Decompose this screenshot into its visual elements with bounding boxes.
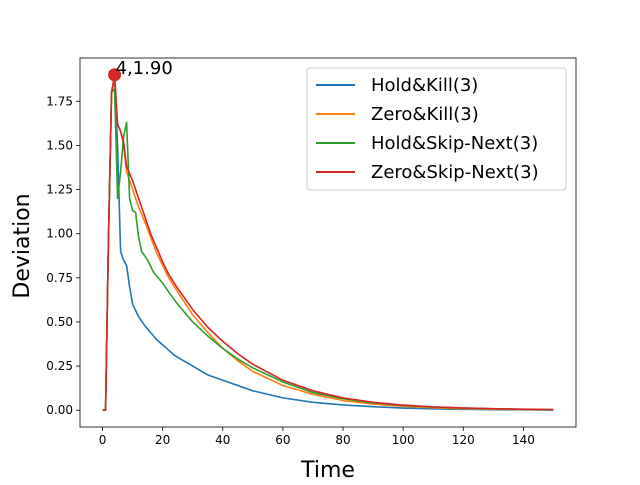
annotation-label: 4,1.90 — [116, 58, 173, 79]
legend: Hold&Kill(3) Zero&Kill(3) Hold&Skip-Next(3… — [306, 67, 567, 191]
legend-label: Hold&Skip-Next(3) — [371, 133, 538, 154]
plot-area: 4,1.90 — [102, 58, 554, 412]
y-tick-label: 1.75 — [46, 94, 73, 108]
y-tick-label: 0.75 — [46, 271, 73, 285]
y-tick-label: 0.50 — [46, 315, 73, 329]
axes-frame — [79, 57, 577, 428]
x-tick-label: 20 — [155, 433, 170, 447]
legend-label: Zero&Skip-Next(3) — [371, 162, 539, 183]
x-tick-label: 60 — [275, 433, 290, 447]
annotation-marker — [108, 68, 122, 82]
y-tick-label: 1.25 — [46, 183, 73, 197]
series-line-3 — [102, 73, 554, 412]
x-tick-label: 100 — [392, 433, 415, 447]
series-line-0 — [102, 77, 554, 412]
legend-box — [306, 67, 567, 191]
legend-label: Zero&Kill(3) — [371, 104, 479, 125]
x-tick-label: 40 — [215, 433, 230, 447]
y-tick-label: 0.25 — [46, 359, 73, 373]
x-tick-label: 120 — [452, 433, 475, 447]
y-tick-label: 1.00 — [46, 227, 73, 241]
x-tick-label: 0 — [99, 433, 107, 447]
y-axis-label: Deviation — [10, 193, 35, 298]
x-axis-label: Time — [300, 458, 355, 480]
x-tick-label: 80 — [335, 433, 350, 447]
axes: 0 20 40 60 80 100 120 140 0.00 0.25 0.50 0.75 1.00 1.… — [46, 57, 577, 447]
y-tick-label: 0.00 — [46, 403, 73, 417]
y-tick-label: 1.50 — [46, 138, 73, 152]
legend-label: Hold&Kill(3) — [371, 75, 478, 96]
x-tick-label: 140 — [512, 433, 535, 447]
